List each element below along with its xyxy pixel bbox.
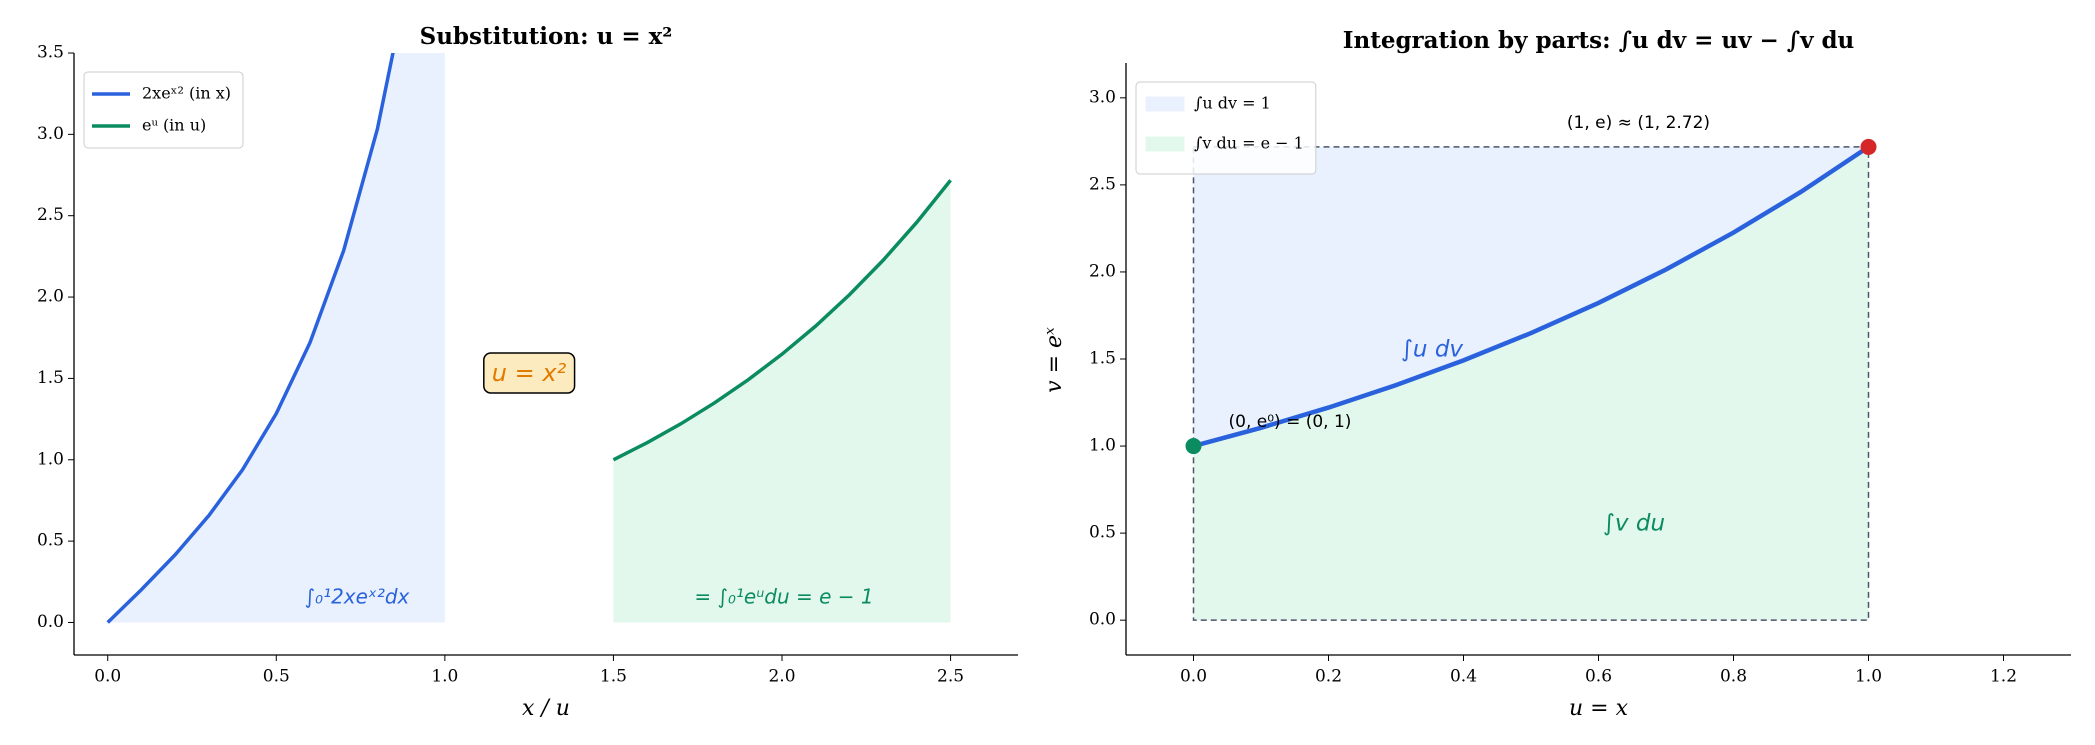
y-tick-label: 1.0 xyxy=(37,449,64,469)
y-tick-label: 0.5 xyxy=(37,531,64,551)
annotation: u = x² xyxy=(492,359,567,387)
guide-box xyxy=(1192,146,1870,621)
legend-swatch xyxy=(1145,96,1185,112)
y-tick-label: 3.0 xyxy=(37,124,64,144)
x-tick-label: 0.6 xyxy=(1585,667,1612,687)
legend-label: ∫v du = e − 1 xyxy=(1194,134,1304,153)
y-tick-label: 0.0 xyxy=(1089,610,1116,630)
legend-box xyxy=(83,71,244,149)
area xyxy=(613,180,951,623)
y-tick-label: 1.5 xyxy=(37,368,64,388)
y-tick-label: 1.0 xyxy=(1089,436,1116,456)
legend-swatch xyxy=(1145,136,1185,152)
y-tick-label: 2.0 xyxy=(1089,261,1116,281)
y-tick-label: 2.5 xyxy=(37,205,64,225)
y-tick-label: 0.5 xyxy=(1089,523,1116,543)
legend-label: ∫u dv = 1 xyxy=(1194,94,1271,113)
y-tick-label: 2.5 xyxy=(1089,174,1116,194)
x-tick-label: 0.4 xyxy=(1450,667,1477,687)
line xyxy=(106,53,395,624)
x-tick-label: 0.5 xyxy=(263,667,290,687)
chart-title: Integration by parts: ∫u dv = uv − ∫v du xyxy=(1343,27,1855,54)
x-tick-label: 2.0 xyxy=(768,667,795,687)
x-tick-label: 0.8 xyxy=(1720,667,1747,687)
legend-label: 2xeˣ² (in x) xyxy=(142,84,231,103)
area xyxy=(1193,146,1869,621)
point-label: (1, e) ≈ (1, 2.72) xyxy=(1567,113,1710,133)
area-label: ∫v du xyxy=(1603,511,1665,537)
y-tick-label: 3.5 xyxy=(37,43,64,63)
x-tick-label: 1.0 xyxy=(431,667,458,687)
x-tick-label: 0.2 xyxy=(1315,667,1342,687)
y-tick-label: 3.0 xyxy=(1089,87,1116,107)
area xyxy=(1193,146,1869,447)
y-axis-label: v = eˣ xyxy=(1042,327,1067,393)
annotation: = ∫₀¹eᵘdu = e − 1 xyxy=(694,585,873,609)
line xyxy=(612,179,952,462)
x-axis-label: x / u xyxy=(522,696,570,721)
y-tick-label: 0.0 xyxy=(37,612,64,632)
annotation: ∫₀¹2xeˣ²dx xyxy=(305,585,410,609)
x-tick-label: 0.0 xyxy=(1180,667,1207,687)
annotation-box xyxy=(483,352,576,394)
area-label: ∫u dv xyxy=(1401,337,1463,363)
x-tick-label: 0.0 xyxy=(94,667,121,687)
x-tick-label: 1.2 xyxy=(1990,667,2017,687)
point xyxy=(1185,438,1202,455)
legend-label: eᵘ (in u) xyxy=(142,116,206,135)
line xyxy=(1192,145,1870,449)
x-tick-label: 1.5 xyxy=(600,667,627,687)
x-tick-label: 1.0 xyxy=(1855,667,1882,687)
chart-title: Substitution: u = x² xyxy=(420,23,673,50)
point-label: (0, e⁰) = (0, 1) xyxy=(1229,412,1352,432)
point xyxy=(1860,138,1877,155)
x-tick-label: 2.5 xyxy=(937,667,964,687)
y-tick-label: 2.0 xyxy=(37,287,64,307)
x-axis-label: u = x xyxy=(1569,696,1629,721)
y-tick-label: 1.5 xyxy=(1089,349,1116,369)
